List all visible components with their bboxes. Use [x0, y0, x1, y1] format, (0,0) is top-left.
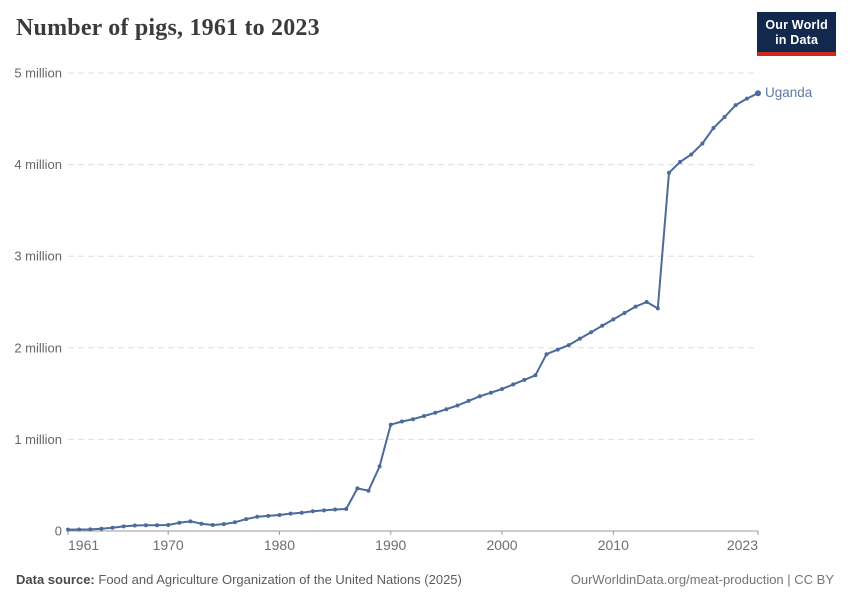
data-point [155, 523, 159, 528]
x-tick-label: 1970 [153, 537, 184, 553]
data-point [700, 141, 705, 146]
data-point [121, 524, 126, 529]
data-point [522, 377, 527, 382]
data-point [143, 523, 148, 528]
data-point [733, 103, 738, 108]
data-point [355, 486, 360, 491]
data-point [366, 488, 371, 493]
owid-logo-line1: Our World [765, 18, 828, 32]
x-tick-label: 2010 [598, 537, 629, 553]
data-point [411, 417, 415, 422]
entity-label[interactable]: Uganda [765, 85, 813, 100]
y-tick-label: 1 million [14, 432, 62, 447]
data-point [288, 511, 293, 516]
data-line [67, 92, 759, 531]
data-point [188, 519, 193, 524]
data-point [622, 311, 627, 315]
x-tick-label: 2023 [727, 537, 758, 553]
data-point [199, 521, 204, 526]
data-point [244, 517, 249, 522]
data-point [322, 508, 326, 513]
data-point [744, 96, 749, 101]
data-point [600, 323, 605, 328]
data-point [333, 507, 338, 512]
owid-logo[interactable]: Our World in Data [757, 12, 836, 56]
data-point [422, 414, 427, 418]
data-point [544, 352, 549, 357]
data-point [177, 520, 182, 525]
data-point [566, 343, 571, 348]
y-tick-label: 5 million [14, 66, 62, 81]
data-point [388, 422, 393, 427]
data-point [344, 507, 349, 511]
data-point [277, 513, 282, 517]
data-point [433, 410, 438, 415]
data-point [667, 170, 671, 175]
data-point [88, 527, 93, 532]
data-source-text: Food and Agriculture Organization of the… [98, 572, 462, 587]
data-point [689, 152, 694, 157]
data-point [455, 403, 460, 408]
x-tick-label: 1990 [375, 537, 406, 553]
data-point [577, 336, 582, 341]
owid-logo-line2: in Data [775, 33, 819, 47]
data-point [555, 347, 560, 352]
y-tick-label: 4 million [14, 157, 62, 172]
chart-footer: Data source: Food and Agriculture Organi… [0, 568, 850, 600]
data-point [210, 523, 215, 527]
data-point [166, 523, 171, 527]
footer-link[interactable]: OurWorldinData.org/meat-production | CC … [570, 572, 834, 587]
data-point [466, 398, 471, 403]
x-tick-label: 1961 [68, 537, 99, 553]
x-tick-label: 2000 [486, 537, 517, 553]
page-title: Number of pigs, 1961 to 2023 [16, 15, 320, 41]
data-point [444, 407, 449, 412]
x-tick-label: 1980 [264, 537, 295, 553]
y-tick-label: 2 million [14, 340, 62, 355]
data-point [377, 464, 382, 469]
data-point [611, 317, 616, 322]
y-tick-label: 3 million [14, 249, 62, 264]
data-source-label: Data source: [16, 572, 95, 587]
data-point [533, 373, 538, 378]
data-point [110, 525, 115, 530]
data-point [66, 527, 70, 532]
data-point [310, 509, 315, 514]
data-point [633, 304, 638, 309]
data-point [477, 394, 482, 399]
data-point [221, 522, 226, 527]
data-point [644, 300, 649, 304]
data-point [500, 387, 504, 391]
data-point [678, 159, 683, 164]
data-point [255, 514, 260, 519]
data-point [132, 523, 137, 528]
data-point [266, 513, 271, 518]
data-point [589, 330, 594, 335]
y-tick-label: 0 [55, 524, 62, 539]
data-point [232, 520, 237, 525]
data-point [299, 510, 304, 515]
data-point [755, 90, 761, 97]
data-point [399, 419, 404, 424]
data-point [711, 126, 716, 130]
data-point [488, 390, 493, 395]
data-source-note[interactable]: Data source: Food and Agriculture Organi… [16, 572, 462, 587]
data-point [77, 527, 82, 532]
data-point [655, 306, 660, 311]
data-point [511, 382, 516, 387]
data-point [722, 115, 727, 119]
data-point [99, 526, 104, 531]
